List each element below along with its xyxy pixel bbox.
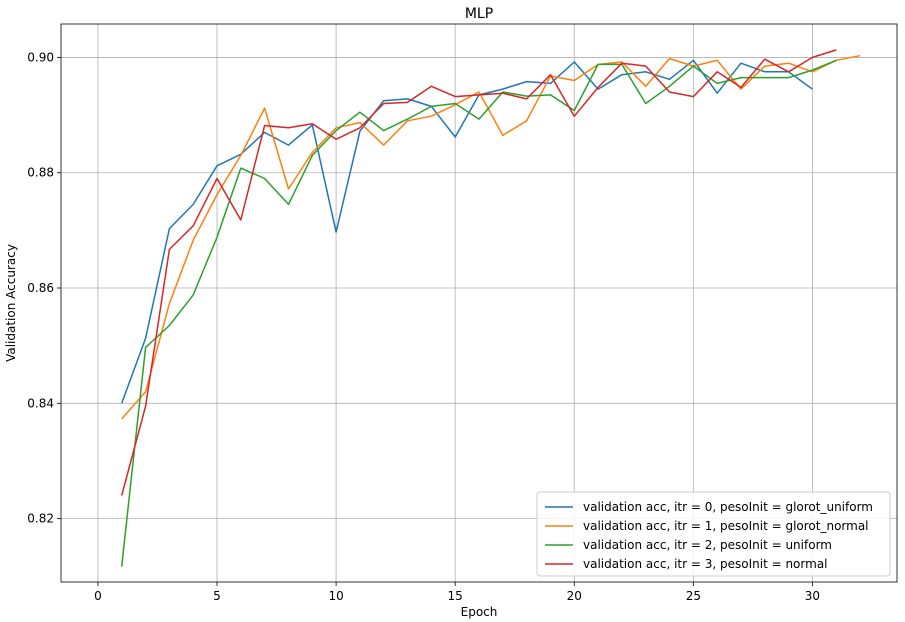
legend-label-1: validation acc, itr = 1, pesoInit = glor… — [583, 519, 869, 533]
y-tick-label: 0.86 — [27, 281, 54, 295]
x-tick-label: 30 — [805, 589, 820, 603]
y-tick-label: 0.82 — [27, 512, 54, 526]
y-tick-label: 0.84 — [27, 396, 54, 410]
y-axis-ticks: 0.82 0.84 0.86 0.88 0.90 — [27, 50, 61, 526]
series-line-2 — [120, 59, 837, 567]
series-line-3 — [120, 49, 837, 496]
legend-box — [536, 491, 891, 577]
legend-label-2: validation acc, itr = 2, pesoInit = unif… — [583, 538, 832, 552]
x-tick-label: 25 — [686, 589, 701, 603]
x-axis-label: Epoch — [461, 605, 498, 619]
x-tick-label: 0 — [94, 589, 102, 603]
x-tick-label: 15 — [448, 589, 463, 603]
y-tick-label: 0.88 — [27, 166, 54, 180]
series-group — [120, 49, 861, 567]
x-tick-label: 5 — [213, 589, 221, 603]
x-axis-ticks: 0 5 10 15 20 25 30 — [94, 582, 820, 603]
x-tick-label: 20 — [567, 589, 582, 603]
y-axis-label: Validation Accuracy — [4, 244, 18, 362]
grid — [61, 24, 897, 582]
legend: validation acc, itr = 0, pesoInit = glor… — [536, 491, 891, 577]
y-tick-label: 0.90 — [27, 50, 54, 64]
chart-title: MLP — [465, 6, 493, 22]
legend-label-3: validation acc, itr = 3, pesoInit = norm… — [583, 557, 828, 571]
plot-frame — [60, 23, 898, 583]
x-tick-label: 10 — [328, 589, 343, 603]
legend-label-0: validation acc, itr = 0, pesoInit = glor… — [583, 500, 873, 514]
